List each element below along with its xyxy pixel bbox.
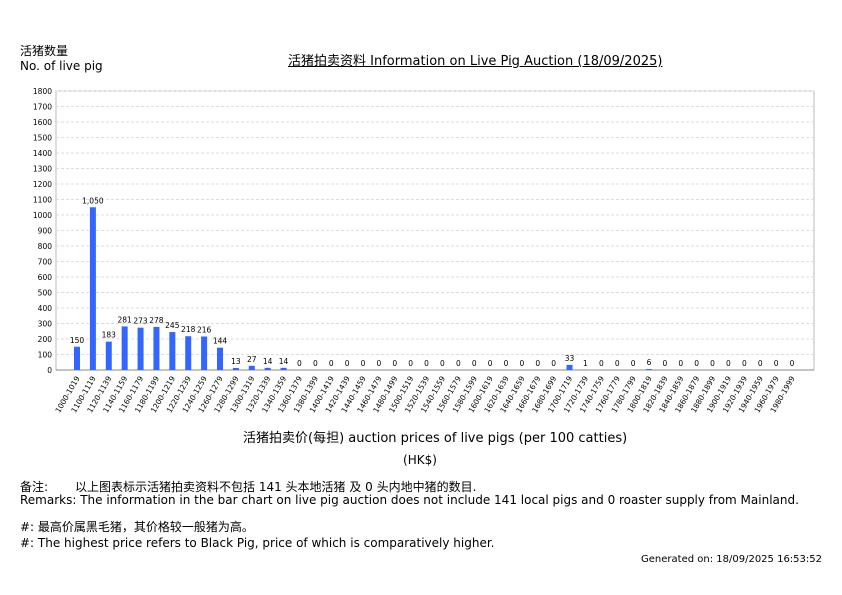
- y-tick-label: 300: [38, 320, 53, 329]
- data-label: 273: [133, 317, 148, 326]
- data-label: 0: [742, 359, 747, 368]
- bar: [105, 341, 112, 370]
- y-tick-label: 1700: [33, 103, 52, 112]
- data-label: 0: [504, 359, 509, 368]
- bar: [217, 347, 223, 370]
- data-label: 0: [710, 359, 715, 368]
- y-tick-label: 200: [38, 335, 53, 344]
- y-tick-label: 1800: [33, 87, 52, 96]
- bar: [185, 336, 192, 370]
- bar: [137, 327, 144, 370]
- y-tick-label: 800: [38, 242, 53, 251]
- data-label: 0: [599, 359, 604, 368]
- data-label: 0: [408, 359, 413, 368]
- bar: [89, 207, 96, 370]
- y-tick-label: 1400: [33, 149, 52, 158]
- data-label: 0: [456, 359, 461, 368]
- data-label: 0: [662, 359, 667, 368]
- data-label: 0: [694, 359, 699, 368]
- data-label: 0: [774, 359, 779, 368]
- y-tick-label: 100: [38, 351, 53, 360]
- bar: [153, 326, 160, 370]
- data-label: 216: [197, 326, 212, 335]
- y-axis-title-en: No. of live pig: [20, 59, 103, 73]
- bar: [264, 367, 271, 370]
- data-label: 0: [519, 359, 524, 368]
- data-label: 0: [361, 359, 366, 368]
- data-label: 13: [231, 357, 241, 366]
- bar: [248, 365, 255, 370]
- y-tick-label: 1100: [33, 196, 52, 205]
- y-tick-label: 1200: [33, 180, 52, 189]
- y-tick-label: 0: [47, 366, 52, 375]
- y-tick-label: 400: [38, 304, 53, 313]
- data-label: 278: [149, 316, 164, 325]
- y-tick-label: 500: [38, 289, 53, 298]
- y-tick-label: 700: [38, 258, 53, 267]
- data-label: 218: [181, 325, 196, 334]
- bar: [74, 346, 80, 370]
- y-tick-label: 1600: [33, 118, 52, 127]
- data-label: 0: [678, 359, 683, 368]
- data-label: 0: [726, 359, 731, 368]
- data-label: 0: [313, 359, 318, 368]
- data-label: 0: [392, 359, 397, 368]
- y-tick-label: 900: [38, 227, 53, 236]
- x-axis-title: 活猪拍卖价(每担) auction prices of live pigs (p…: [243, 431, 628, 446]
- data-label: 14: [279, 357, 289, 366]
- data-label: 0: [488, 359, 493, 368]
- data-label: 281: [118, 315, 133, 324]
- note-cn: #: 最高价属黑毛猪，其价格较一般猪为高。: [20, 520, 254, 534]
- data-label: 0: [615, 359, 620, 368]
- data-label: 183: [102, 331, 117, 340]
- bar: [201, 336, 208, 370]
- chart-title: 活猪拍卖资料 Information on Live Pig Auction (…: [288, 54, 663, 69]
- data-label: 0: [345, 359, 350, 368]
- x-axis-unit: (HK$): [403, 453, 437, 467]
- data-label: 14: [263, 357, 273, 366]
- data-label: 0: [551, 359, 556, 368]
- bar: [646, 369, 652, 370]
- remarks-cn: 以上图表标示活猪拍卖资料不包括 141 头本地活猪 及 0 头内地中猪的数目.: [75, 480, 477, 494]
- data-label: 0: [440, 359, 445, 368]
- y-tick-label: 1500: [33, 134, 52, 143]
- bar: [566, 364, 573, 370]
- bar: [121, 326, 128, 370]
- data-label: 144: [213, 337, 228, 346]
- bar: [232, 367, 239, 370]
- data-label: 27: [247, 355, 257, 364]
- generated-timestamp: Generated on: 18/09/2025 16:53:52: [641, 554, 822, 565]
- data-label: 1,050: [82, 196, 104, 205]
- y-tick-label: 1000: [33, 211, 52, 220]
- note-en: #: The highest price refers to Black Pig…: [20, 536, 495, 550]
- data-label: 1: [583, 359, 588, 368]
- data-label: 150: [70, 336, 85, 345]
- y-axis-title-cn: 活猪数量: [20, 44, 69, 58]
- remarks-cn-label: 备注:: [20, 480, 49, 494]
- data-label: 0: [297, 359, 302, 368]
- data-label: 0: [472, 359, 477, 368]
- bar: [169, 332, 176, 370]
- data-label: 0: [790, 359, 795, 368]
- bar: [280, 367, 287, 370]
- data-label: 0: [376, 359, 381, 368]
- data-label: 0: [535, 359, 540, 368]
- data-label: 33: [565, 354, 575, 363]
- data-label: 0: [329, 359, 334, 368]
- data-label: 6: [647, 358, 652, 367]
- data-label: 245: [165, 321, 180, 330]
- data-label: 0: [631, 359, 636, 368]
- data-label: 0: [758, 359, 763, 368]
- y-tick-label: 600: [38, 273, 53, 282]
- y-tick-label: 1300: [33, 165, 52, 174]
- remarks-en: Remarks: The information in the bar char…: [20, 493, 799, 507]
- data-label: 0: [424, 359, 429, 368]
